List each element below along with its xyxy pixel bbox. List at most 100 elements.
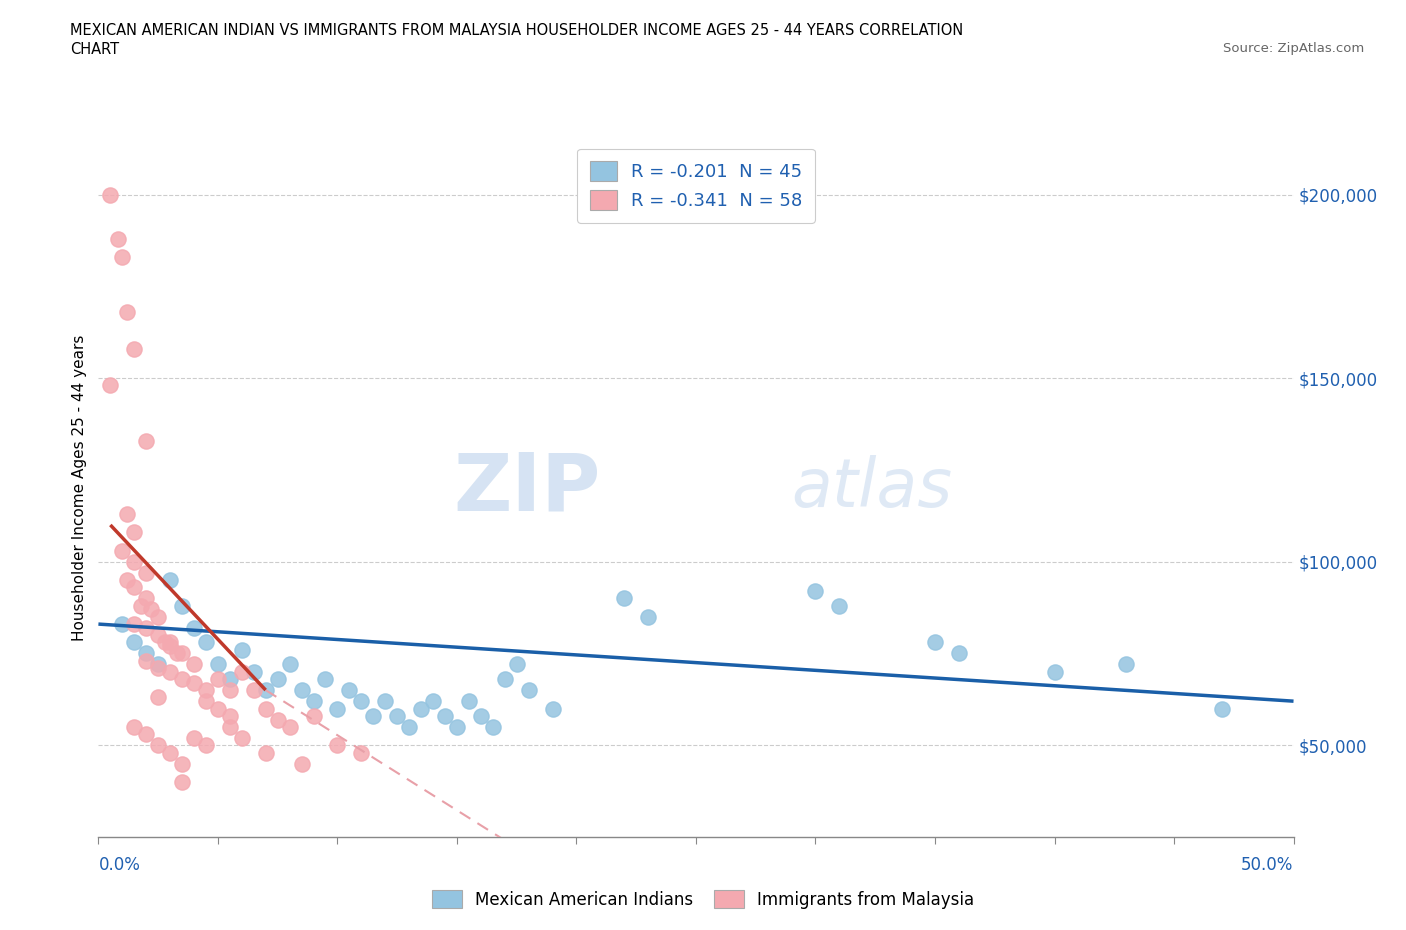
Point: [166, 646, 188, 661]
Point: [139, 602, 162, 617]
Point: [111, 249, 134, 264]
Point: [148, 690, 170, 705]
Point: [148, 628, 170, 643]
Point: [254, 745, 277, 760]
Point: [446, 720, 468, 735]
Point: [637, 609, 659, 624]
Legend: Mexican American Indians, Immigrants from Malaysia: Mexican American Indians, Immigrants fro…: [423, 882, 983, 917]
Point: [159, 745, 181, 760]
Point: [337, 683, 360, 698]
Point: [948, 646, 970, 661]
Point: [207, 671, 229, 686]
Point: [254, 701, 277, 716]
Text: MEXICAN AMERICAN INDIAN VS IMMIGRANTS FROM MALAYSIA HOUSEHOLDER INCOME AGES 25 -: MEXICAN AMERICAN INDIAN VS IMMIGRANTS FR…: [70, 23, 963, 38]
Point: [457, 694, 479, 709]
Point: [183, 657, 205, 671]
Point: [115, 507, 138, 522]
Point: [231, 730, 253, 745]
Point: [411, 701, 433, 716]
Point: [470, 709, 492, 724]
Point: [172, 646, 194, 661]
Text: CHART: CHART: [70, 42, 120, 57]
Point: [302, 694, 325, 709]
Point: [494, 671, 516, 686]
Point: [148, 609, 170, 624]
Point: [159, 639, 181, 654]
Point: [111, 543, 134, 558]
Point: [326, 737, 349, 752]
Point: [278, 657, 301, 671]
Point: [135, 591, 157, 605]
Point: [135, 654, 157, 669]
Point: [172, 671, 194, 686]
Point: [374, 694, 396, 709]
Point: [115, 305, 138, 320]
Legend: R = -0.201  N = 45, R = -0.341  N = 58: R = -0.201 N = 45, R = -0.341 N = 58: [576, 149, 815, 222]
Point: [422, 694, 444, 709]
Point: [385, 709, 409, 724]
Point: [194, 737, 217, 752]
Point: [326, 701, 349, 716]
Point: [481, 720, 505, 735]
Text: ZIP: ZIP: [453, 449, 600, 527]
Point: [1043, 664, 1066, 679]
Point: [398, 720, 420, 735]
Point: [219, 671, 242, 686]
Point: [828, 598, 851, 613]
Point: [124, 617, 146, 631]
Point: [98, 187, 122, 202]
Point: [172, 775, 194, 790]
Point: [219, 709, 242, 724]
Point: [302, 709, 325, 724]
Point: [115, 573, 138, 588]
Point: [219, 683, 242, 698]
Point: [155, 635, 177, 650]
Point: [148, 657, 170, 671]
Point: [207, 701, 229, 716]
Point: [183, 730, 205, 745]
Point: [172, 598, 194, 613]
Point: [124, 720, 146, 735]
Point: [231, 643, 253, 658]
Point: [159, 664, 181, 679]
Point: [267, 712, 290, 727]
Point: [194, 683, 217, 698]
Point: [107, 232, 129, 246]
Point: [1115, 657, 1137, 671]
Point: [315, 671, 337, 686]
Point: [433, 709, 456, 724]
Point: [183, 675, 205, 690]
Text: Source: ZipAtlas.com: Source: ZipAtlas.com: [1223, 42, 1364, 55]
Point: [517, 683, 540, 698]
Point: [506, 657, 529, 671]
Point: [613, 591, 636, 605]
Point: [124, 635, 146, 650]
Point: [350, 745, 373, 760]
Point: [148, 737, 170, 752]
Text: 50.0%: 50.0%: [1241, 856, 1294, 873]
Point: [267, 671, 290, 686]
Point: [290, 683, 312, 698]
Point: [254, 683, 277, 698]
Point: [350, 694, 373, 709]
Point: [183, 620, 205, 635]
Point: [219, 720, 242, 735]
Point: [541, 701, 564, 716]
Point: [159, 635, 181, 650]
Point: [231, 664, 253, 679]
Point: [242, 664, 264, 679]
Point: [135, 565, 157, 580]
Point: [207, 657, 229, 671]
Point: [242, 683, 264, 698]
Text: 0.0%: 0.0%: [98, 856, 141, 873]
Point: [148, 660, 170, 675]
Point: [194, 694, 217, 709]
Point: [159, 573, 181, 588]
Point: [135, 620, 157, 635]
Point: [124, 341, 146, 356]
Point: [924, 635, 946, 650]
Point: [172, 756, 194, 771]
Text: atlas: atlas: [792, 456, 953, 521]
Point: [135, 726, 157, 741]
Point: [135, 433, 157, 448]
